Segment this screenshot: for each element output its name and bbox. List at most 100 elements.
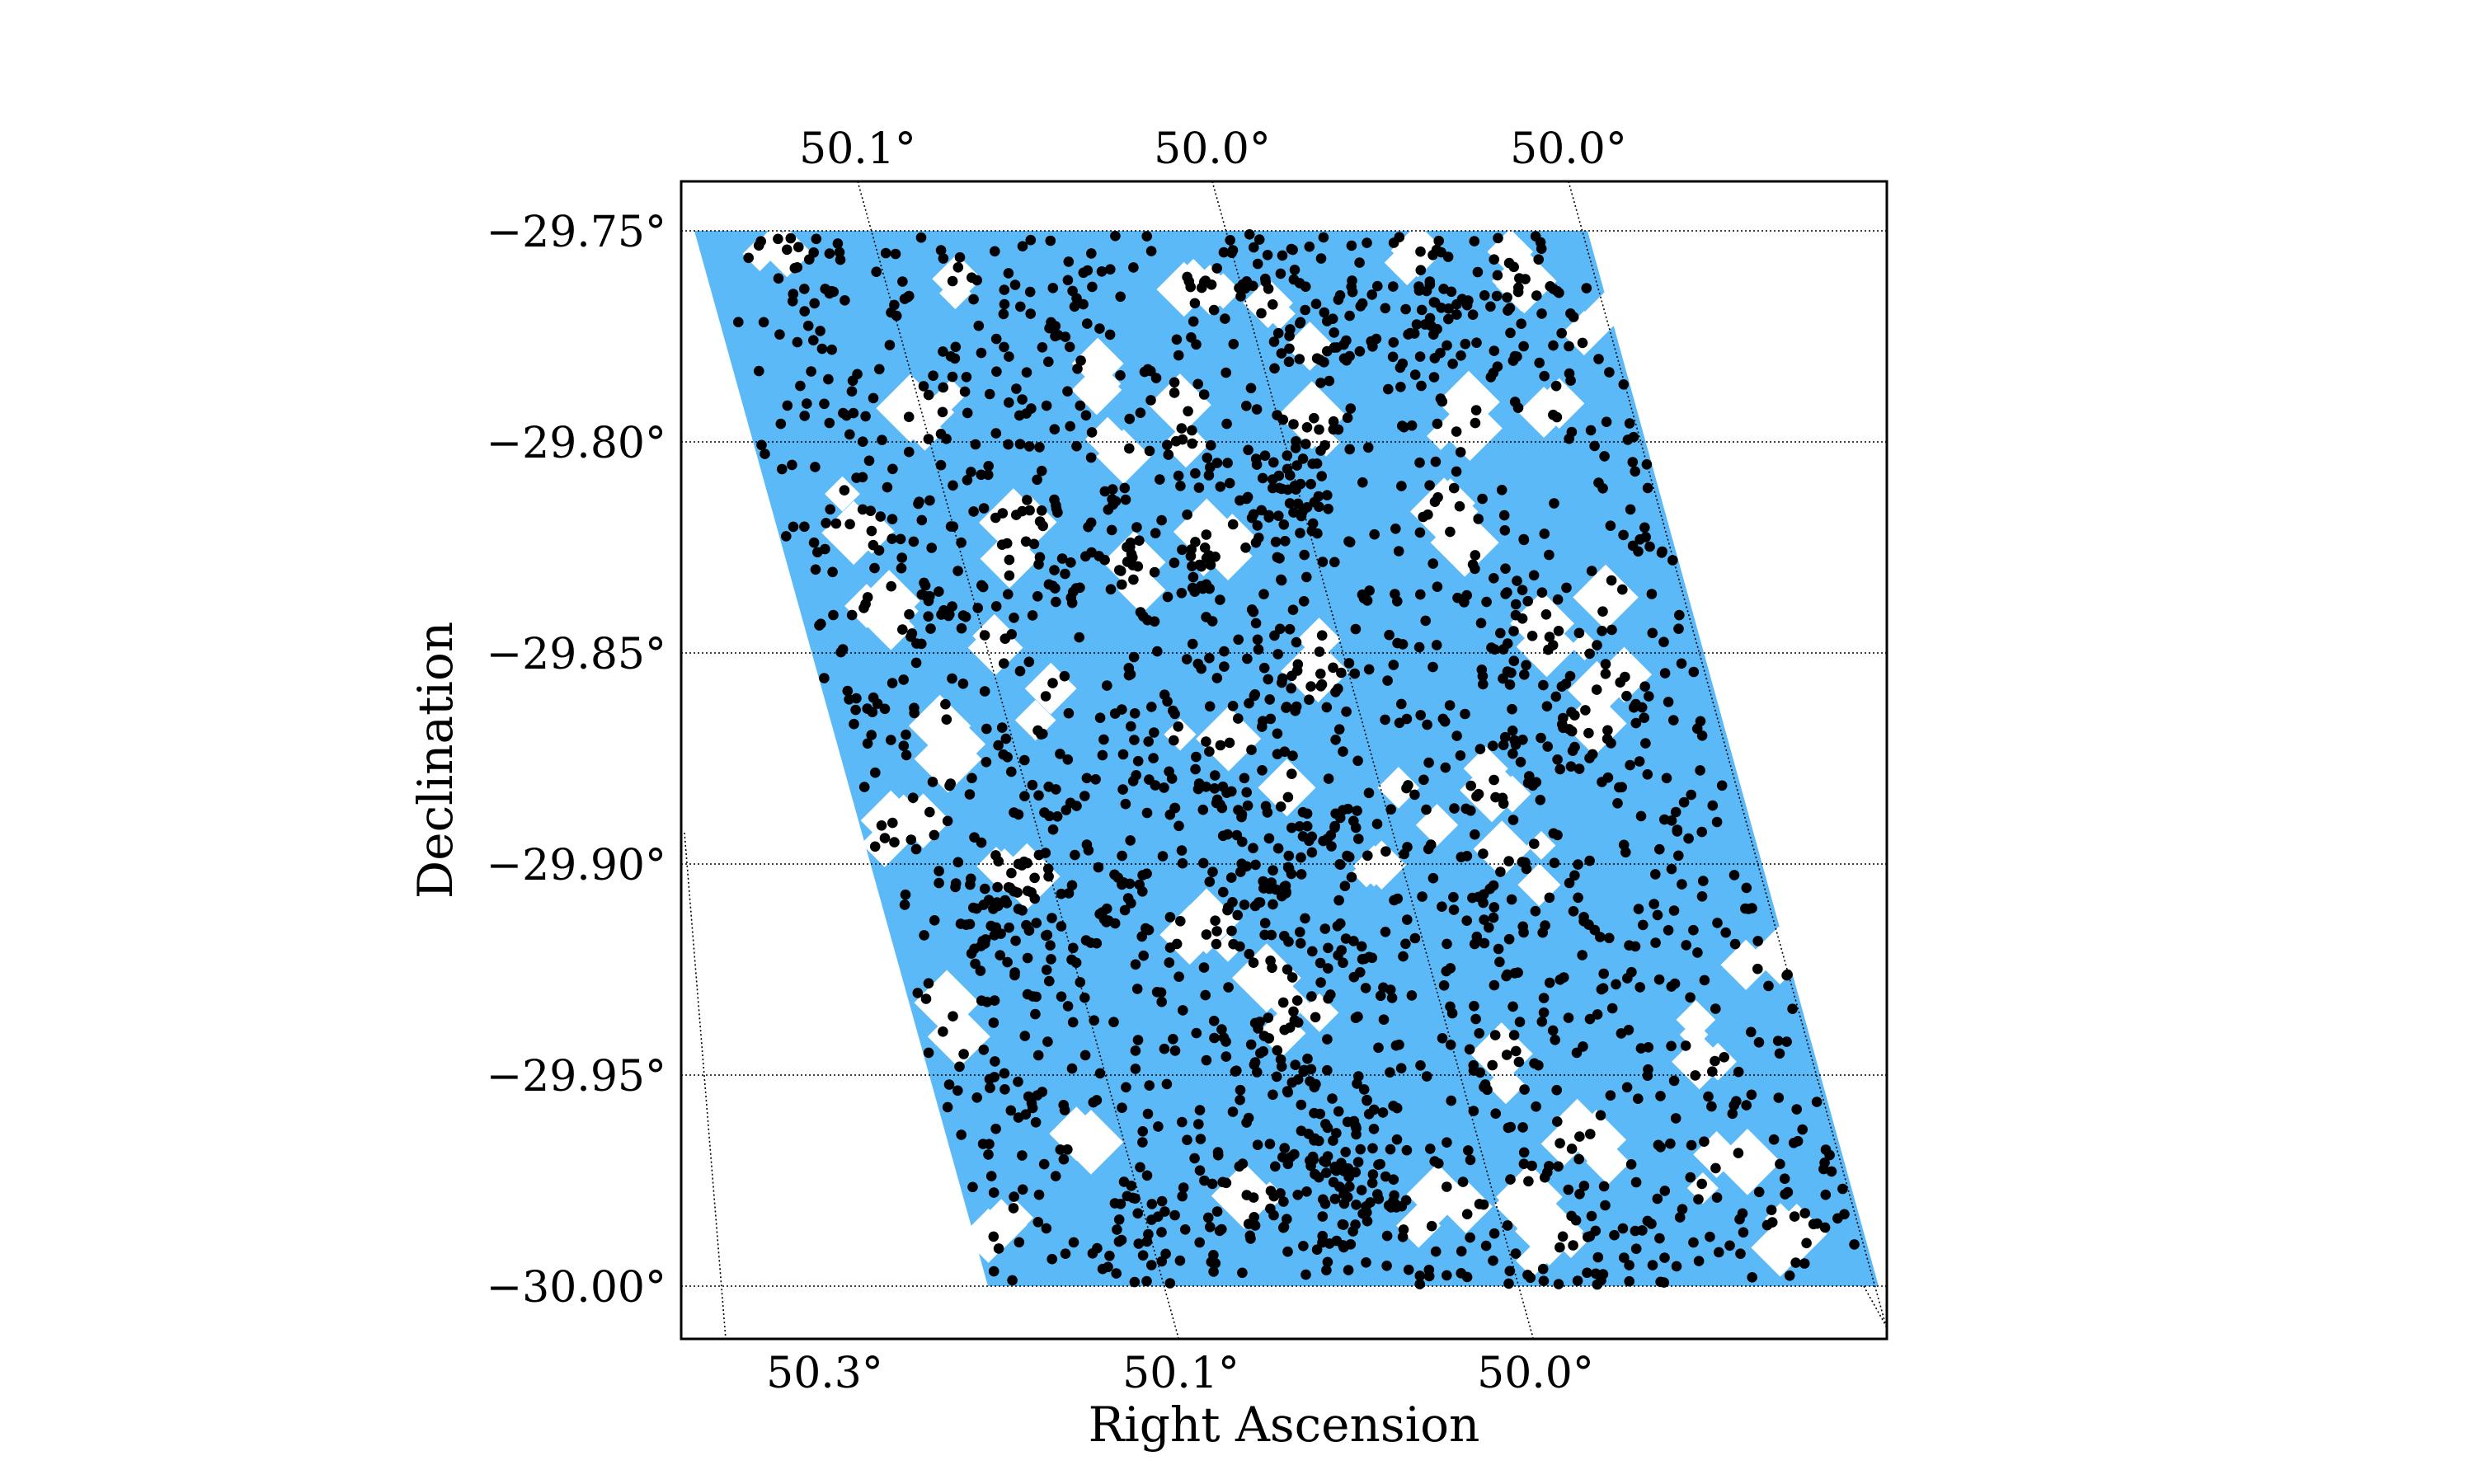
source-point [1155,474,1165,485]
source-point [1192,378,1203,390]
source-point [1438,284,1449,294]
source-point [1333,950,1343,960]
source-point [866,525,877,537]
source-point [1456,1268,1466,1279]
source-point [1839,1209,1850,1220]
source-point [1584,855,1595,866]
source-point [1291,636,1302,648]
source-point [1511,1045,1522,1057]
source-point [792,262,803,273]
source-point [890,248,901,260]
source-point [1609,1229,1620,1241]
source-point [1573,1153,1584,1165]
source-point [1705,1231,1715,1242]
source-point [1391,1102,1403,1114]
ra-tick-label-top: 50.0° [1154,124,1271,174]
source-point [1392,893,1403,904]
source-point [1677,879,1687,890]
source-point [1296,1125,1307,1136]
source-point [1592,640,1602,650]
source-point [1250,537,1262,548]
source-point [1563,1184,1574,1195]
source-point [1329,327,1339,338]
source-point [1316,679,1328,690]
source-point [774,329,785,340]
source-point [1125,835,1136,846]
source-point [1551,411,1563,423]
source-point [1031,918,1042,928]
source-point [834,247,845,258]
source-point [816,618,826,629]
source-point [950,341,962,353]
source-point [1554,1138,1565,1148]
source-point [1201,736,1211,747]
source-point [993,1243,1004,1254]
masked-region [1714,1129,1781,1195]
source-point [971,1092,982,1103]
source-point [993,900,1004,912]
source-point [1792,1135,1804,1147]
source-point [1746,1026,1757,1038]
source-point [1227,519,1239,530]
source-point [1475,744,1486,754]
source-point [1326,841,1337,852]
source-point [1624,418,1635,429]
source-point [1481,596,1492,608]
source-point [1067,285,1078,297]
source-point [1182,510,1192,520]
source-point [1201,782,1211,792]
ra-tick-label-top: 50.0° [1510,124,1627,174]
source-point [1306,525,1318,537]
source-point [1356,1185,1367,1195]
source-point [1347,275,1357,286]
source-point [1258,662,1270,674]
source-point [929,915,940,926]
source-point [981,757,992,768]
source-point [1378,982,1389,993]
source-point [1031,991,1042,1003]
source-point [1437,1033,1448,1044]
source-point [1004,351,1014,362]
source-point [967,773,977,784]
source-point [1340,1147,1351,1158]
source-point [1066,1063,1078,1074]
source-point [1276,1061,1287,1072]
source-point [1367,1143,1378,1154]
source-point [956,622,967,634]
source-point [1132,1035,1144,1045]
source-point [1414,457,1425,468]
source-point [970,439,981,450]
source-point [919,577,929,589]
masked-region [1075,1136,1106,1167]
source-point [1224,737,1235,749]
source-point [1554,287,1564,298]
source-point [1471,791,1482,802]
source-point [1655,1091,1666,1101]
source-point [842,685,854,697]
source-point [1574,1189,1585,1200]
source-point [1448,482,1460,494]
source-point [1513,1056,1525,1068]
source-point [1446,1095,1456,1106]
source-point [1606,738,1616,749]
source-point [1301,1186,1312,1197]
source-point [1467,309,1479,321]
source-point [1143,736,1154,747]
source-point [1159,782,1169,793]
source-point [1681,940,1691,951]
source-point [1473,514,1484,524]
source-point [1489,1030,1501,1040]
source-point [1674,1212,1686,1223]
source-point [1710,1162,1721,1174]
source-point [976,580,987,591]
source-point [815,326,825,336]
source-point [816,343,828,355]
source-point [1159,1043,1170,1054]
source-point [1299,549,1310,561]
masked-region [1174,888,1239,955]
source-point [1171,938,1183,950]
source-point [1191,1027,1202,1039]
source-point [1536,308,1547,319]
source-point [1294,354,1305,364]
source-point [1634,982,1645,993]
